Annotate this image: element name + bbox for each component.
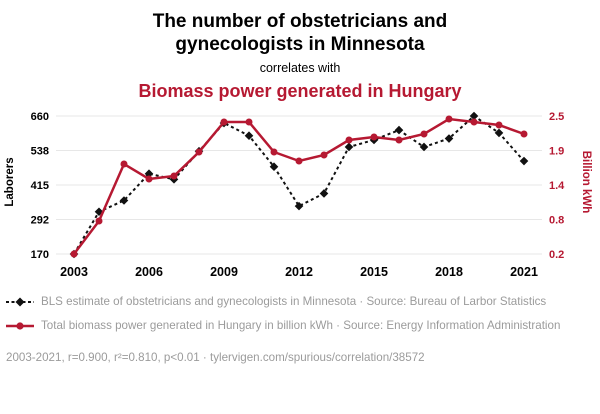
svg-text:2021: 2021 [510,265,538,279]
svg-text:2012: 2012 [285,265,313,279]
svg-text:538: 538 [31,146,49,158]
svg-text:292: 292 [31,215,49,227]
svg-text:170: 170 [31,249,49,261]
minnesota-series-marker-icon [6,294,34,311]
chart-area: Laborers 170 0.2 292 0.8 415 1.4 538 1.9 660 2.5 2… [0,104,600,286]
svg-text:0.2: 0.2 [549,249,564,261]
legend-item-hungary: Total biomass power generated in Hungary… [6,318,592,335]
legend-item-minnesota: BLS estimate of obstetricians and gyneco… [6,294,592,311]
svg-text:2006: 2006 [135,265,163,279]
svg-text:1.9: 1.9 [549,146,564,158]
legend-item-label: BLS estimate of obstetricians and gyneco… [41,295,547,309]
footer-stats: 2003-2021, r=0.900, r²=0.810, p<0.01 · t… [6,350,425,364]
hungary-series-marker-icon [6,318,34,335]
svg-text:2018: 2018 [435,265,463,279]
dual-axis-line-chart: 170 0.2 292 0.8 415 1.4 538 1.9 660 2.5 2003 2006 20… [31,111,566,279]
svg-text:1.4: 1.4 [549,180,565,192]
svg-text:0.8: 0.8 [549,215,564,227]
chart-title: The number of obstetricians and gynecolo… [152,11,448,56]
legend: BLS estimate of obstetricians and gyneco… [0,286,600,335]
chart-title-secondary: Biomass power generated in Hungary [138,81,462,102]
svg-text:2009: 2009 [210,265,238,279]
svg-text:2.5: 2.5 [549,111,564,123]
legend-item-label: Total biomass power generated in Hungary… [41,318,561,332]
svg-text:660: 660 [31,111,49,123]
svg-text:2015: 2015 [360,265,388,279]
svg-text:2003: 2003 [60,265,88,279]
correlates-with-label: correlates with [259,61,341,76]
svg-text:415: 415 [31,180,49,192]
